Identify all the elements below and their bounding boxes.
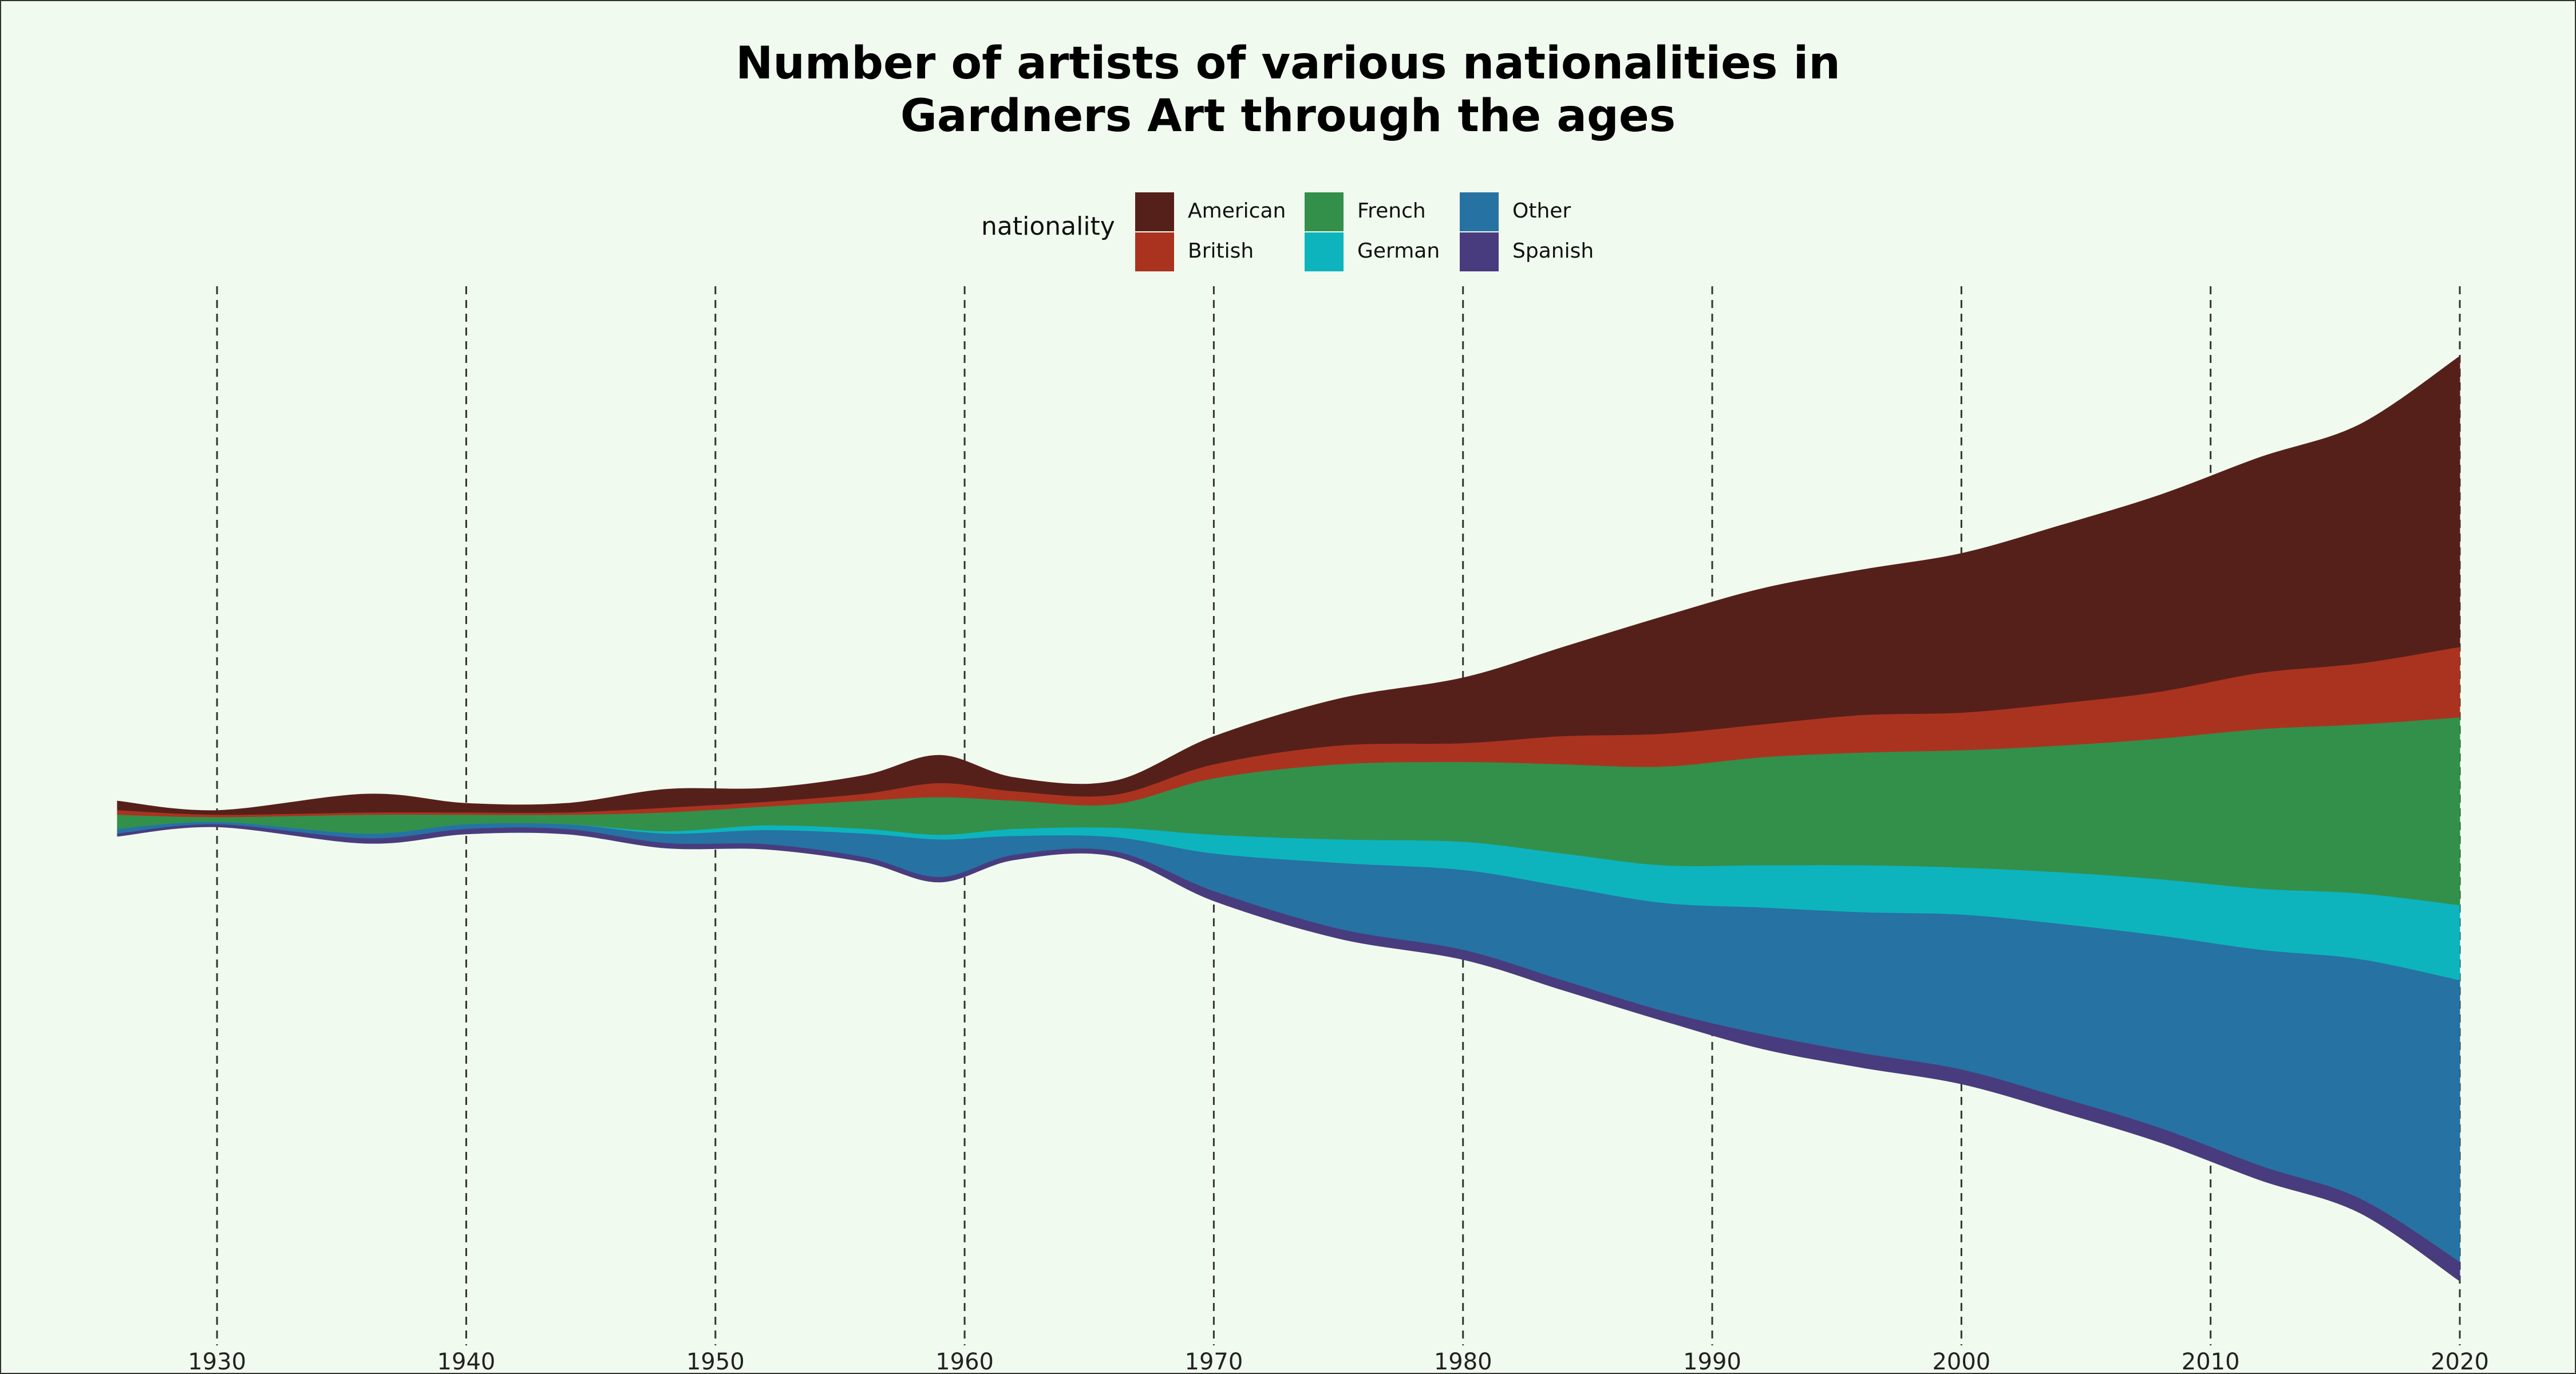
legend-swatch-american [1135,192,1174,231]
legend-label-british: British [1188,239,1254,263]
legend-swatch-other [1460,192,1499,231]
x-tick-label-1980: 1980 [1434,1349,1492,1374]
x-axis-ticks: 1930 1940 1950 1960 1970 1980 1990 2000 2010 2020 [188,1349,2489,1374]
x-tick-label-2000: 2000 [1932,1349,1990,1374]
legend-swatch-german [1305,232,1344,271]
chart-title-line-2: Gardners Art through the ages [900,90,1676,142]
legend-swatch-spanish [1460,232,1499,271]
legend-label-spanish: Spanish [1512,239,1594,263]
stream-areas [117,356,2460,1282]
x-tick-label-1950: 1950 [686,1349,745,1374]
legend-label-german: German [1357,239,1440,263]
legend-title: nationality [981,212,1115,241]
x-tick-label-1970: 1970 [1185,1349,1243,1374]
chart-title-line-1: Number of artists of various nationaliti… [736,38,1840,89]
legend-label-french: French [1357,199,1426,223]
legend-swatch-french [1305,192,1344,231]
stream-area-spanish [117,824,2460,1282]
x-tick-label-1940: 1940 [437,1349,496,1374]
x-tick-label-2010: 2010 [2182,1349,2240,1374]
legend-label-american: American [1188,199,1286,223]
x-tick-label-1960: 1960 [935,1349,994,1374]
x-tick-label-1930: 1930 [188,1349,246,1374]
legend-label-other: Other [1512,199,1571,223]
x-tick-label-2020: 2020 [2431,1349,2489,1374]
legend-swatch-british [1135,232,1174,271]
x-tick-label-1990: 1990 [1683,1349,1741,1374]
